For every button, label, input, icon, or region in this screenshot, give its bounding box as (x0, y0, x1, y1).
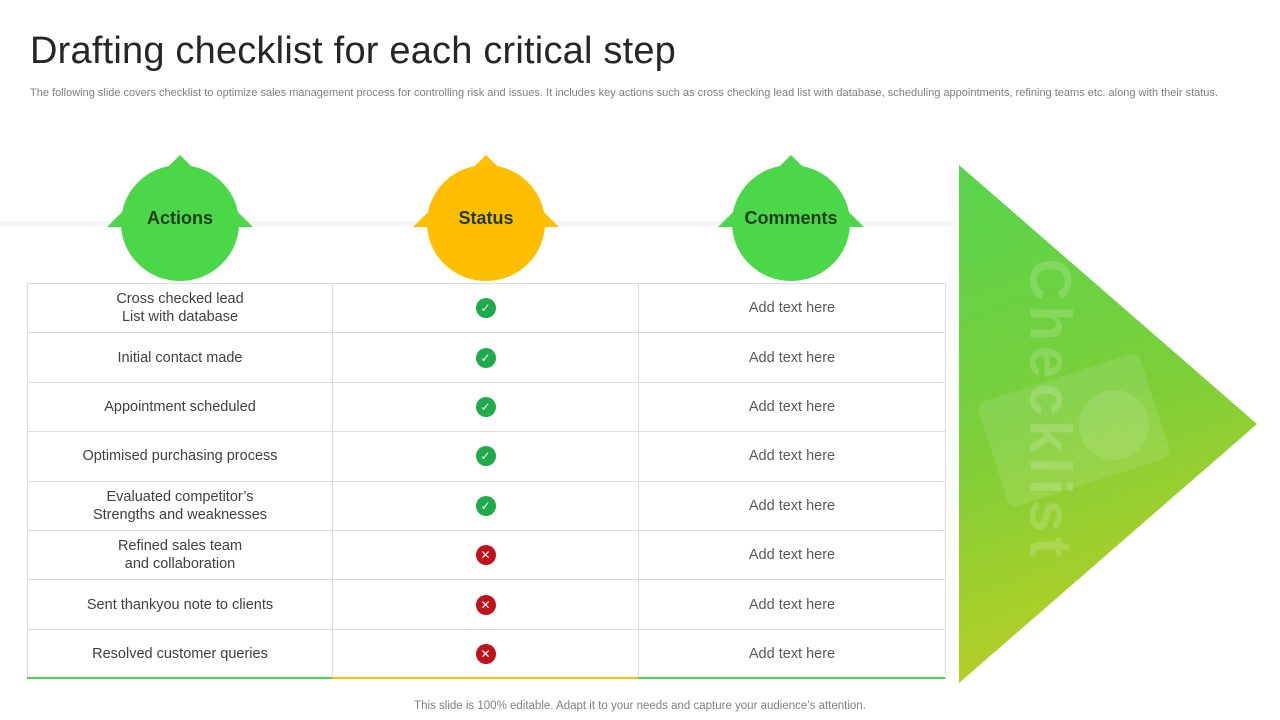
page-subtitle: The following slide covers checklist to … (30, 87, 1218, 99)
action-text: Cross checked lead (116, 291, 244, 308)
comments-header-label: Comments (744, 208, 838, 228)
action-cell: Evaluated competitor’s Strengths and weak… (27, 480, 333, 531)
action-text: Strengths and weaknesses (92, 506, 268, 523)
table-row: Sent thankyou note to clients ✕ Add text h… (27, 579, 946, 630)
action-cell: Cross checked lead List with database (27, 282, 333, 334)
table-row: Appointment scheduled ✓ Add text here (27, 381, 946, 433)
table-row: Optimised purchasing process ✓ Add text he… (27, 431, 946, 482)
comment-cell: Add text here (638, 529, 946, 581)
table-row: Refined sales team and collaboration ✕ Add … (27, 529, 946, 581)
action-text: Appointment scheduled (104, 398, 256, 415)
status-cell: ✓ (332, 381, 639, 433)
action-text: Optimised purchasing process (82, 448, 278, 465)
arrow-circle-shape (732, 165, 850, 281)
action-text: Initial contact made (117, 349, 243, 366)
action-cell: Refined sales team and collaboration (27, 529, 333, 581)
comment-cell: Add text here (638, 381, 946, 433)
action-text: Sent thankyou note to clients (86, 596, 274, 613)
comments-column-underline (638, 677, 945, 679)
status-cell: ✓ (332, 480, 639, 531)
table-row: Initial contact made ✓ Add text here (27, 332, 946, 383)
comments-header-arrow: Comments (718, 155, 864, 281)
status-cell: ✕ (332, 628, 639, 680)
status-cell: ✓ (332, 282, 639, 334)
action-text: Refined sales team (117, 538, 243, 555)
actions-header-arrow: Actions (107, 155, 253, 281)
status-cell: ✕ (332, 579, 639, 630)
status-header-arrow: Status (413, 155, 559, 281)
table-row: Evaluated competitor’s Strengths and weak… (27, 480, 946, 531)
status-column-underline (332, 677, 638, 679)
arrow-circle-shape (121, 165, 239, 281)
comment-cell: Add text here (638, 282, 946, 334)
check-circle-icon: ✓ (475, 495, 496, 516)
comment-cell: Add text here (638, 628, 946, 680)
page-title: Drafting checklist for each critical ste… (30, 30, 676, 72)
x-circle-icon: ✕ (475, 643, 496, 664)
status-cell: ✓ (332, 332, 639, 383)
checklist-vertical-label: Checklist (1017, 258, 1083, 562)
action-text: Evaluated competitor’s (106, 488, 254, 505)
action-cell: Resolved customer queries (27, 628, 333, 680)
footer-note: This slide is 100% editable. Adapt it to… (414, 700, 866, 712)
action-text: List with database (121, 309, 239, 326)
comment-cell: Add text here (638, 480, 946, 531)
table-row: Cross checked lead List with database ✓ Add… (27, 282, 946, 334)
action-cell: Appointment scheduled (27, 381, 333, 433)
checklist-triangle-graphic (959, 165, 1257, 683)
action-text: and collaboration (124, 556, 236, 573)
status-header-label: Status (458, 208, 514, 228)
action-cell: Optimised purchasing process (27, 431, 333, 482)
check-circle-icon: ✓ (475, 446, 496, 467)
status-cell: ✕ (332, 529, 639, 581)
actions-header-label: Actions (146, 208, 213, 228)
checklist-table: Cross checked lead List with database ✓ Add… (27, 282, 946, 680)
check-circle-icon: ✓ (475, 396, 496, 417)
check-circle-icon: ✓ (475, 347, 496, 368)
action-cell: Initial contact made (27, 332, 333, 383)
table-row: Resolved customer queries ✕ Add text here (27, 628, 946, 680)
checklist-table-body: Cross checked lead List with database ✓ Add… (27, 282, 946, 680)
comment-cell: Add text here (638, 431, 946, 482)
comment-cell: Add text here (638, 579, 946, 630)
x-circle-icon: ✕ (475, 594, 496, 615)
comment-cell: Add text here (638, 332, 946, 383)
check-circle-icon: ✓ (475, 298, 496, 319)
arrow-circle-shape (427, 165, 545, 281)
actions-column-underline (27, 677, 332, 679)
action-text: Resolved customer queries (92, 645, 268, 662)
x-circle-icon: ✕ (475, 545, 496, 566)
action-cell: Sent thankyou note to clients (27, 579, 333, 630)
faint-photo-shape (1079, 390, 1149, 460)
status-cell: ✓ (332, 431, 639, 482)
